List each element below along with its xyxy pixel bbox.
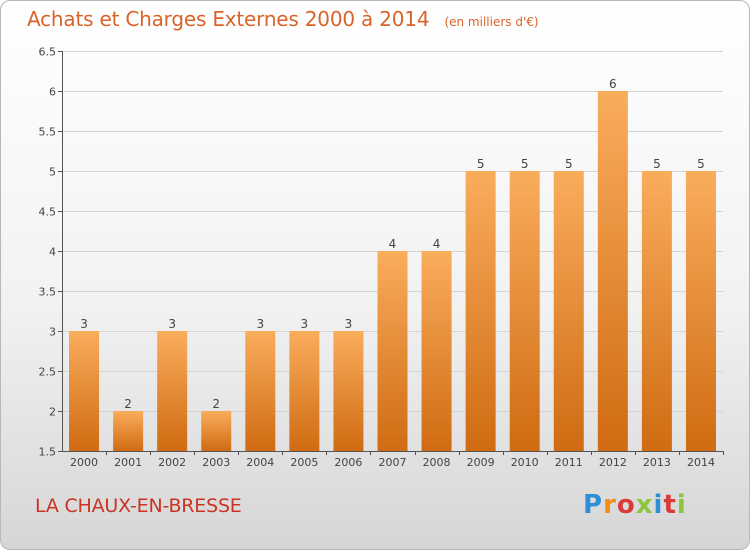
bar [685, 171, 716, 451]
data-label: 3 [168, 317, 176, 331]
logo-letter: t [663, 490, 677, 520]
y-tick-label: 3 [49, 326, 56, 339]
bar [597, 91, 628, 451]
bar [509, 171, 540, 451]
x-tick-label: 2014 [687, 456, 715, 469]
chart-title: Achats et Charges Externes 2000 à 2014 [27, 7, 430, 31]
data-label: 2 [124, 397, 132, 411]
data-label: 5 [477, 157, 485, 171]
data-label: 3 [345, 317, 353, 331]
data-label: 5 [697, 157, 705, 171]
y-tick-label: 6 [49, 86, 56, 99]
logo-letter: r [603, 490, 617, 520]
x-tick-label: 2008 [423, 456, 451, 469]
logo-letter: o [616, 490, 636, 520]
data-label: 2 [212, 397, 220, 411]
chart-subtitle: (en milliers d'€) [444, 15, 539, 29]
bar [289, 331, 320, 451]
x-tick-label: 2007 [379, 456, 407, 469]
bar [201, 411, 232, 451]
y-tick-label: 6.5 [39, 46, 57, 59]
y-tick-label: 3.5 [39, 286, 57, 299]
data-label: 5 [565, 157, 573, 171]
bar [245, 331, 276, 451]
x-tick-label: 2013 [643, 456, 671, 469]
bar [421, 251, 452, 451]
x-tick-label: 2009 [467, 456, 495, 469]
logo-letter: i [676, 490, 687, 520]
y-tick-label: 2 [49, 406, 56, 419]
proxiti-logo[interactable]: Proxiti [583, 490, 687, 520]
y-tick-label: 5 [49, 166, 56, 179]
bar [157, 331, 188, 451]
y-tick-label: 1.5 [39, 446, 57, 459]
y-tick-label: 4.5 [39, 206, 57, 219]
title-row: Achats et Charges Externes 2000 à 2014 (… [27, 7, 539, 31]
x-tick-label: 2011 [555, 456, 583, 469]
bar [641, 171, 672, 451]
x-tick-label: 2005 [290, 456, 318, 469]
data-label: 3 [256, 317, 264, 331]
data-label: 3 [80, 317, 88, 331]
data-label: 5 [653, 157, 661, 171]
bar [553, 171, 584, 451]
bar [377, 251, 408, 451]
bar [113, 411, 144, 451]
x-tick-label: 2006 [334, 456, 362, 469]
x-tick-label: 2000 [70, 456, 98, 469]
data-label: 4 [389, 237, 397, 251]
data-label: 5 [521, 157, 529, 171]
x-tick-label: 2002 [158, 456, 186, 469]
data-label: 3 [301, 317, 309, 331]
x-tick-label: 2001 [114, 456, 142, 469]
bar [465, 171, 496, 451]
x-tick-label: 2010 [511, 456, 539, 469]
y-tick-label: 4 [49, 246, 56, 259]
x-tick-label: 2003 [202, 456, 230, 469]
bar [333, 331, 364, 451]
y-tick-label: 2.5 [39, 366, 57, 379]
data-label: 6 [609, 77, 617, 91]
x-tick-label: 2012 [599, 456, 627, 469]
bar [69, 331, 100, 451]
logo-letter: P [583, 490, 604, 520]
y-tick-label: 5.5 [39, 126, 57, 139]
town-name: LA CHAUX-EN-BRESSE [35, 495, 242, 517]
x-tick-label: 2004 [246, 456, 274, 469]
data-label: 4 [433, 237, 441, 251]
logo-letter: x [635, 490, 654, 520]
logo-letter: i [653, 490, 664, 520]
